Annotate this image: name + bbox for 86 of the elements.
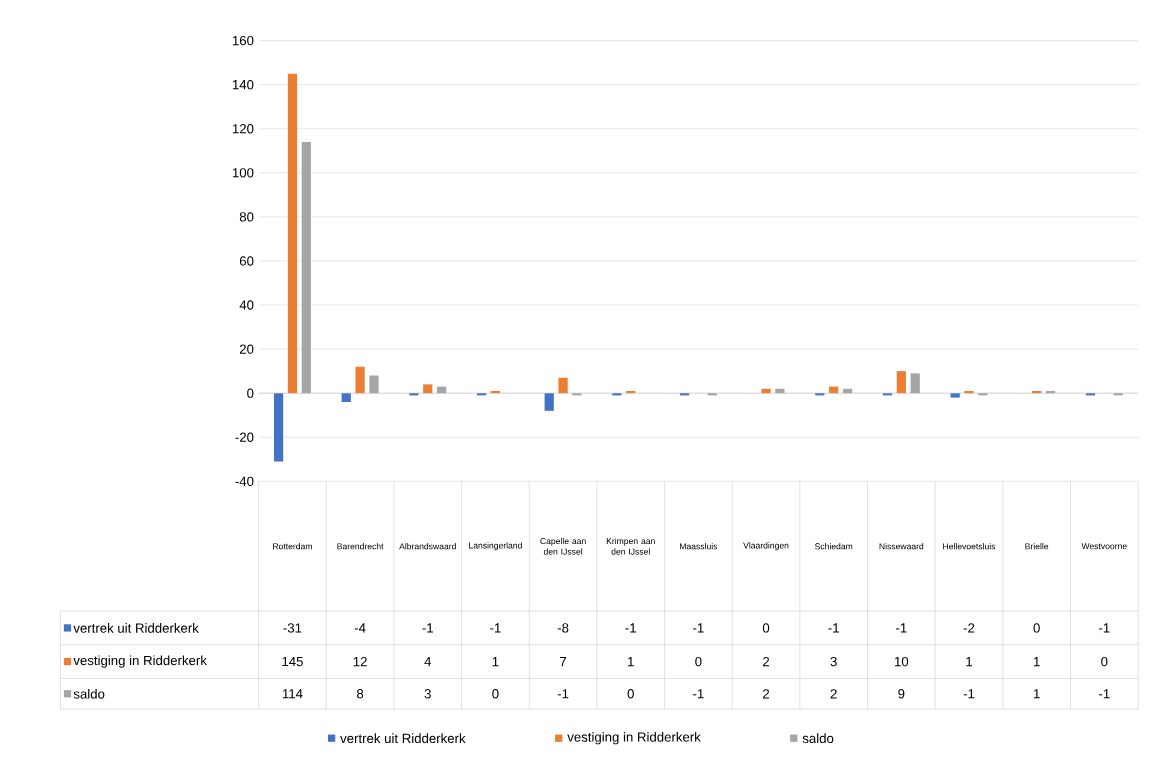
bar xyxy=(544,393,554,411)
bar xyxy=(964,391,974,394)
data-label: 0 xyxy=(492,689,499,699)
bar xyxy=(775,388,785,394)
data-label: 1 xyxy=(628,657,634,667)
data-label: 0 xyxy=(1033,623,1040,633)
data-label: 10 xyxy=(895,656,909,667)
data-label: 12 xyxy=(353,657,367,667)
bar xyxy=(626,391,636,394)
data-label: -1 xyxy=(1099,689,1110,699)
data-label: -4 xyxy=(354,623,366,633)
y-tick-label: -40 xyxy=(235,476,254,487)
bar xyxy=(896,371,906,394)
data-label: 0 xyxy=(695,656,702,667)
data-label: 1 xyxy=(1033,689,1040,699)
x-tick-label: Vlaardingen xyxy=(743,542,789,551)
data-label: 145 xyxy=(282,657,303,667)
data-label: 114 xyxy=(282,689,303,699)
data-label: 9 xyxy=(898,689,905,699)
bar xyxy=(761,388,771,394)
x-tick-label: Maassluis xyxy=(680,543,718,550)
text: vestiging in Ridderkerk xyxy=(567,732,701,745)
data-label: 3 xyxy=(830,656,837,667)
y-tick-label: -20 xyxy=(235,432,254,442)
data-label: 2 xyxy=(763,689,770,699)
data-label: 8 xyxy=(357,689,364,699)
y-tick-label: 80 xyxy=(239,212,254,222)
bar xyxy=(558,377,568,394)
x-tick-label: Westvoorne xyxy=(1081,543,1127,550)
y-tick-label: 100 xyxy=(232,168,254,178)
data-label: -1 xyxy=(422,623,433,633)
data-label: -31 xyxy=(283,623,302,633)
data-label: 4 xyxy=(424,657,432,667)
data-label: 1 xyxy=(966,657,973,667)
x-tick-label: Albrandswaard xyxy=(399,543,456,550)
data-label: -2 xyxy=(963,623,975,633)
data-label: -1 xyxy=(693,689,704,699)
y-tick-label: 0 xyxy=(247,388,254,398)
x-tick-label: Nissewaard xyxy=(879,543,924,550)
bar xyxy=(301,142,311,394)
bar xyxy=(1032,391,1042,394)
bar xyxy=(423,384,433,394)
data-label: -1 xyxy=(963,689,975,699)
y-tick-label: 160 xyxy=(232,35,254,46)
data-label: 1 xyxy=(492,657,499,667)
x-tick-label: Brielle xyxy=(1025,543,1049,550)
data-label: -1 xyxy=(557,689,569,699)
data-label: -1 xyxy=(1099,623,1110,633)
data-label: -1 xyxy=(896,623,907,633)
bar xyxy=(355,366,365,394)
x-tick-label: Rotterdam xyxy=(273,543,312,550)
bar xyxy=(1045,391,1056,394)
text: saldo xyxy=(73,688,105,699)
bar xyxy=(490,391,501,394)
data-label: -1 xyxy=(828,623,839,633)
data-label: 1 xyxy=(1033,657,1040,667)
data-label: 2 xyxy=(763,657,770,667)
data-label: 0 xyxy=(627,689,634,699)
x-tick-label: Hellevoetsluis xyxy=(943,543,996,550)
y-tick-label: 120 xyxy=(232,124,254,134)
x-tick-label: Lansingerland xyxy=(469,542,522,551)
y-tick-label: 140 xyxy=(232,80,254,90)
data-label: -8 xyxy=(557,623,569,633)
data-label: 0 xyxy=(1101,656,1108,667)
legend-label: saldo xyxy=(802,733,834,744)
data-label: 3 xyxy=(424,689,431,699)
legend-label: vestiging in Ridderkerk xyxy=(73,655,207,668)
data-label: -1 xyxy=(490,623,501,633)
y-tick-label: 40 xyxy=(239,300,254,310)
x-tick-label: Schiedam xyxy=(815,543,853,550)
x-tick-label: Capelle aan den IJssel xyxy=(540,537,586,555)
data-label: -1 xyxy=(625,623,636,633)
x-tick-label: Barendrecht xyxy=(337,543,384,550)
data-label: 0 xyxy=(762,623,770,633)
bar xyxy=(369,375,379,394)
y-tick-label: 20 xyxy=(239,344,254,354)
text: vertrek uit Ridderkerk xyxy=(340,733,466,744)
legend-label: vertrek uit Ridderkerk xyxy=(73,623,199,633)
bar xyxy=(273,393,284,462)
x-tick-label: Krimpen aan den IJssel xyxy=(606,537,655,555)
y-tick-label: 60 xyxy=(239,256,254,266)
bar xyxy=(910,373,920,394)
data-label: 7 xyxy=(560,657,567,667)
data-label: 2 xyxy=(830,689,837,699)
bar xyxy=(287,73,298,394)
data-label: -1 xyxy=(693,623,704,633)
